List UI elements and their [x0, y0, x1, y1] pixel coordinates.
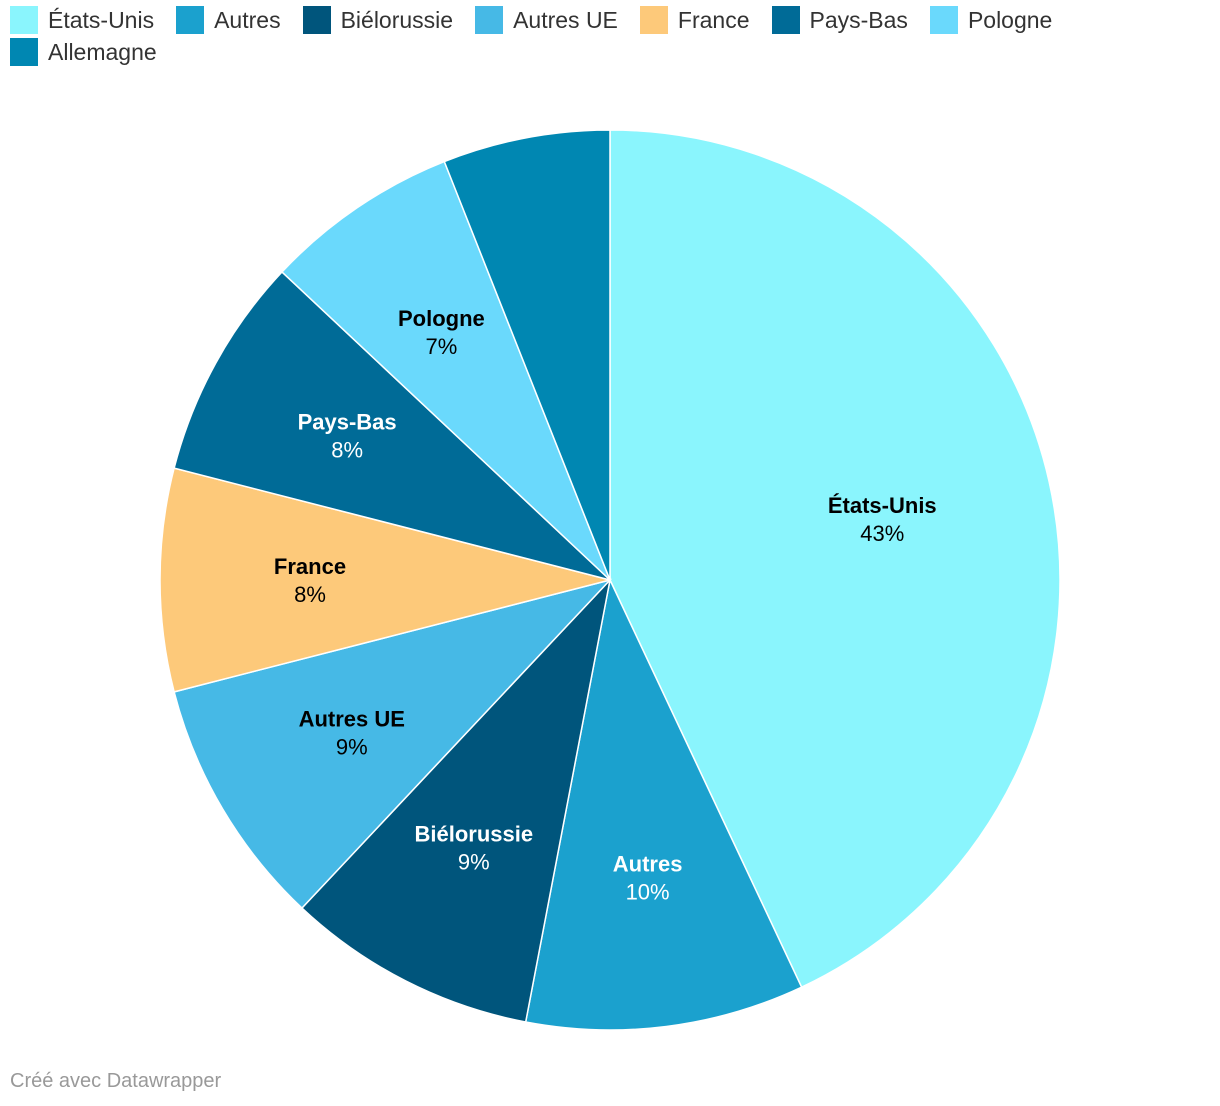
slice-label-name: Pays-Bas — [298, 409, 397, 434]
legend-label: Autres UE — [513, 6, 618, 33]
pie-slice — [443, 129, 611, 581]
legend-swatch — [302, 6, 331, 34]
legend-swatch — [639, 6, 668, 34]
legend-item: Allemagne — [10, 38, 157, 66]
pie-slice — [280, 160, 611, 581]
legend-swatch — [176, 6, 205, 34]
legend-item: États-Unis — [10, 6, 155, 34]
legend-swatch — [10, 6, 38, 34]
legend-item: Autres — [176, 6, 281, 34]
legend-item: Biélorussie — [302, 6, 454, 34]
slice-label-name: Autres UE — [299, 707, 405, 732]
legend-swatch — [771, 6, 800, 34]
pie-slice — [173, 270, 611, 581]
legend-label: Pologne — [967, 6, 1053, 33]
legend-swatch — [475, 6, 504, 34]
legend: États-Unis Autres Biélorussie Autres UE Fran… — [10, 6, 1190, 66]
legend-label: Pays-Bas — [809, 6, 908, 33]
slice-label-name: Biélorussie — [414, 821, 533, 846]
legend-label: France — [677, 6, 750, 33]
legend-item: Pologne — [929, 6, 1053, 34]
pie-slice — [524, 577, 803, 1031]
legend-label: Allemagne — [48, 38, 157, 65]
slice-label-value: 43% — [860, 521, 904, 546]
legend-item: Autres UE — [475, 6, 618, 34]
legend-label: Biélorussie — [340, 6, 454, 33]
slice-label-name: États-Unis — [828, 493, 937, 518]
slice-label-name: Autres — [613, 852, 683, 877]
credit-line: Créé avec Datawrapper — [10, 1070, 222, 1092]
pie-slice — [300, 577, 612, 1023]
legend-item: France — [639, 6, 750, 34]
pie-slice — [609, 129, 1061, 989]
slice-label-value: 9% — [336, 735, 368, 760]
pie-slice — [173, 578, 613, 910]
legend-label: Autres — [214, 6, 281, 33]
legend-swatch — [929, 6, 958, 34]
slice-label-value: 8% — [294, 582, 326, 607]
slice-label-name: Pologne — [398, 306, 485, 331]
pie-slice — [159, 467, 611, 693]
slice-label-value: 8% — [331, 437, 363, 462]
legend-label: États-Unis — [48, 6, 155, 33]
slice-label-value: 10% — [626, 880, 670, 905]
legend-item: Pays-Bas — [771, 6, 908, 34]
slice-label-name: France — [274, 554, 346, 579]
slice-label-value: 7% — [425, 334, 457, 359]
legend-swatch — [10, 38, 38, 66]
slice-label-value: 9% — [458, 849, 490, 874]
